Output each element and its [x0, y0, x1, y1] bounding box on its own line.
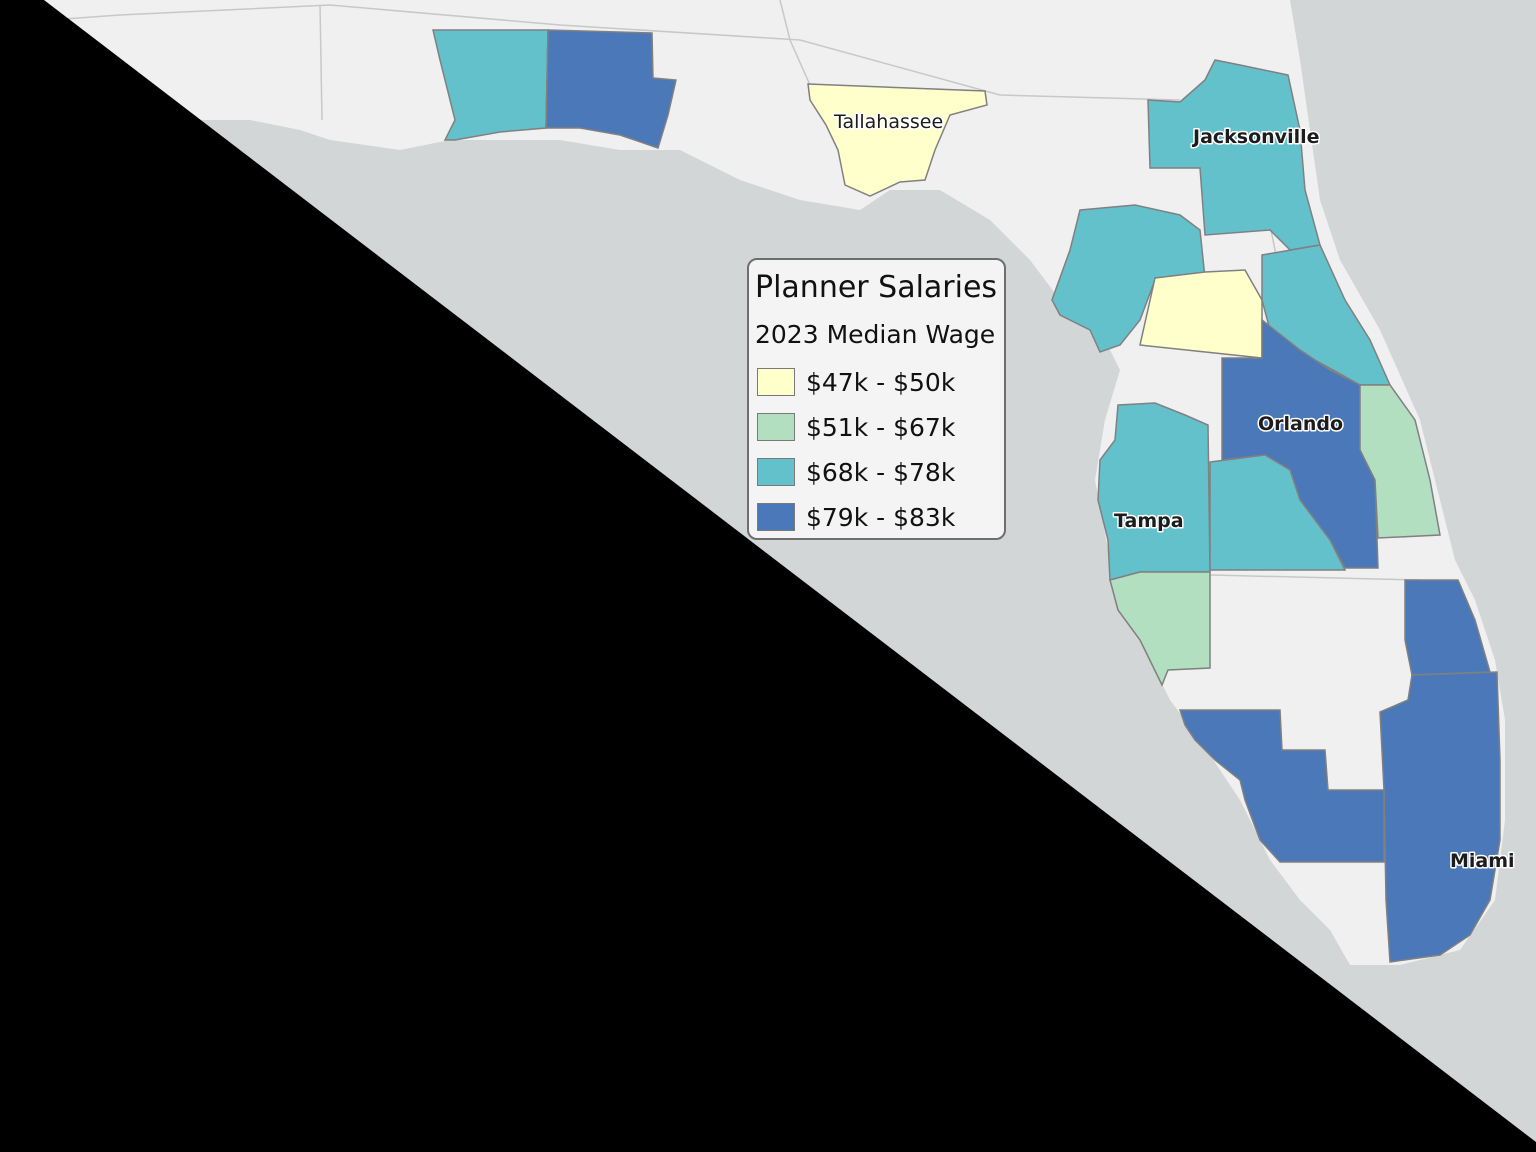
legend-item: $68k - $78k: [757, 456, 955, 488]
legend-subtitle: 2023 Median Wage: [755, 320, 996, 349]
county-duval: [1147, 59, 1321, 251]
county-brevard: [1359, 384, 1441, 539]
map-legend: Planner Salaries 2023 Median Wage $47k -…: [747, 258, 1006, 540]
legend-swatch: [757, 458, 795, 486]
legend-swatch: [757, 413, 795, 441]
legend-label: $79k - $83k: [806, 502, 956, 532]
county-marion: [1139, 269, 1263, 359]
legend-item: $51k - $67k: [757, 411, 955, 443]
legend-label: $68k - $78k: [806, 457, 956, 487]
county-polk: [1209, 454, 1347, 571]
legend-label: $47k - $50k: [806, 367, 956, 397]
county-lee: [1178, 709, 1385, 863]
legend-swatch: [757, 503, 795, 531]
legend-label: $51k - $67k: [806, 412, 956, 442]
city-label-miami: Miami: [1450, 850, 1515, 872]
legend-item: $79k - $83k: [757, 501, 955, 533]
city-labels: Tallahassee Jacksonville Orlando Tampa M…: [832, 110, 1517, 874]
county-alachua: [1051, 204, 1206, 353]
county-leon: [807, 83, 988, 197]
city-label-tallahassee: Tallahassee: [833, 111, 943, 133]
city-label-jacksonville: Jacksonville: [1191, 126, 1320, 148]
city-label-orlando: Orlando: [1258, 413, 1343, 435]
legend-title: Planner Salaries: [755, 270, 998, 305]
county-polygons: [432, 29, 1501, 963]
county-okaloosa: [545, 29, 677, 149]
legend-item: $47k - $50k: [757, 366, 955, 398]
county-sarasota: [1109, 571, 1211, 687]
city-label-tampa: Tampa: [1114, 510, 1184, 532]
legend-swatch: [757, 368, 795, 396]
county-miami-dade: [1379, 671, 1501, 963]
